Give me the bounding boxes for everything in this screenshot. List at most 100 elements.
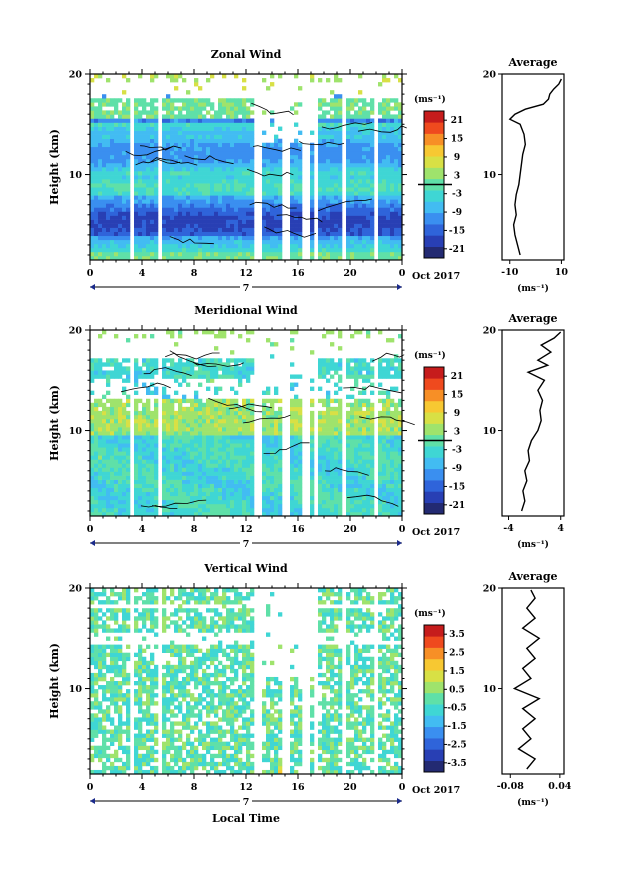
heatmap-cell [242,106,247,111]
heatmap-cell [370,390,375,395]
heatmap-cell [134,195,139,200]
heatmap-cell [234,106,239,111]
heatmap-cell [394,179,399,184]
heatmap-cell [370,142,375,148]
heatmap-cell [178,439,183,444]
heatmap-cell [210,459,215,464]
heatmap-cell [274,223,279,228]
heatmap-cell [358,146,363,152]
heatmap-cell [142,495,147,501]
heatmap-cell [202,179,207,184]
heatmap-cell [142,406,147,412]
heatmap-cell [202,463,207,468]
heatmap-cell [250,195,255,200]
heatmap-cell [174,499,179,505]
heatmap-cell [234,435,239,440]
heatmap-cell [370,106,375,111]
heatmap-cell [246,199,251,204]
heatmap-cell [190,459,195,464]
heatmap-cell [278,175,283,180]
heatmap-cell [194,503,199,509]
heatmap-cell [330,247,335,253]
heatmap-cell [366,162,371,168]
heatmap-cell [378,443,383,448]
heatmap-cell [202,219,207,224]
heatmap-cell [162,98,167,103]
heatmap-cell [134,362,139,367]
heatmap-cell [346,414,351,420]
heatmap-cell [298,130,303,135]
heatmap-cell [338,114,343,119]
heatmap-cell [178,358,183,363]
heatmap-cell [142,239,147,245]
heatmap-cell [110,118,115,123]
heatmap-cell [226,199,231,204]
heatmap-cell [154,98,159,103]
heatmap-cell [382,435,387,440]
heatmap-cell [102,487,107,493]
heatmap-cell [230,499,235,505]
heatmap-cell [218,110,223,115]
heatmap-cell [194,130,199,135]
heatmap-cell [398,207,403,212]
heatmap-cell [182,431,187,436]
heatmap-cell [318,459,323,464]
heatmap-cell [298,499,303,505]
heatmap-cell [174,142,179,148]
heatmap-cell [142,146,147,152]
heatmap-cell [174,491,179,497]
heatmap-cell [338,503,343,509]
heatmap-cell [266,219,271,224]
heatmap-cell [94,427,99,432]
heatmap-cell [206,203,211,208]
heatmap-cell [174,130,179,135]
heatmap-cell [150,455,155,460]
heatmap-cell [350,150,355,156]
heatmap-cell [150,431,155,436]
heatmap-cell [218,146,223,152]
heatmap-cell [110,187,115,192]
heatmap-cell [146,418,151,424]
heatmap-cell [170,451,175,456]
heatmap-cell [294,507,299,513]
heatmap-cell [326,491,331,497]
heatmap-cell [378,199,383,204]
heatmap-cell [362,487,367,493]
heatmap-cell [126,398,131,404]
heatmap-cell [366,130,371,135]
heatmap-cell [114,235,119,241]
heatmap-cell [270,475,275,480]
heatmap-cell [94,167,99,172]
heatmap-cell [394,251,399,257]
heatmap-cell [274,479,279,484]
heatmap-cell [182,171,187,176]
heatmap-cell [362,467,367,472]
heatmap-cell [90,455,95,460]
heatmap-cell [142,507,147,513]
heatmap-cell [166,475,171,480]
heatmap-cell [330,414,335,420]
heatmap-cell [346,247,351,253]
heatmap-cell [358,443,363,448]
heatmap-cell [326,362,331,367]
heatmap-cell [334,370,339,375]
heatmap-cell [198,183,203,188]
heatmap-cell [242,215,247,220]
heatmap-cell [170,207,175,212]
heatmap-cell [186,150,191,156]
heatmap-cell [214,223,219,228]
heatmap-cell [234,479,239,484]
heatmap-cell [174,511,179,517]
heatmap-cell [370,410,375,416]
heatmap-cell [310,495,315,501]
heatmap-cell [138,110,143,115]
heatmap-cell [94,414,99,420]
heatmap-cell [118,487,123,493]
heatmap-cell [146,146,151,152]
heatmap-cell [238,150,243,156]
heatmap-cell [134,146,139,152]
heatmap-cell [198,211,203,216]
heatmap-cell [382,247,387,253]
heatmap-cell [222,362,227,367]
heatmap-cell [346,439,351,444]
